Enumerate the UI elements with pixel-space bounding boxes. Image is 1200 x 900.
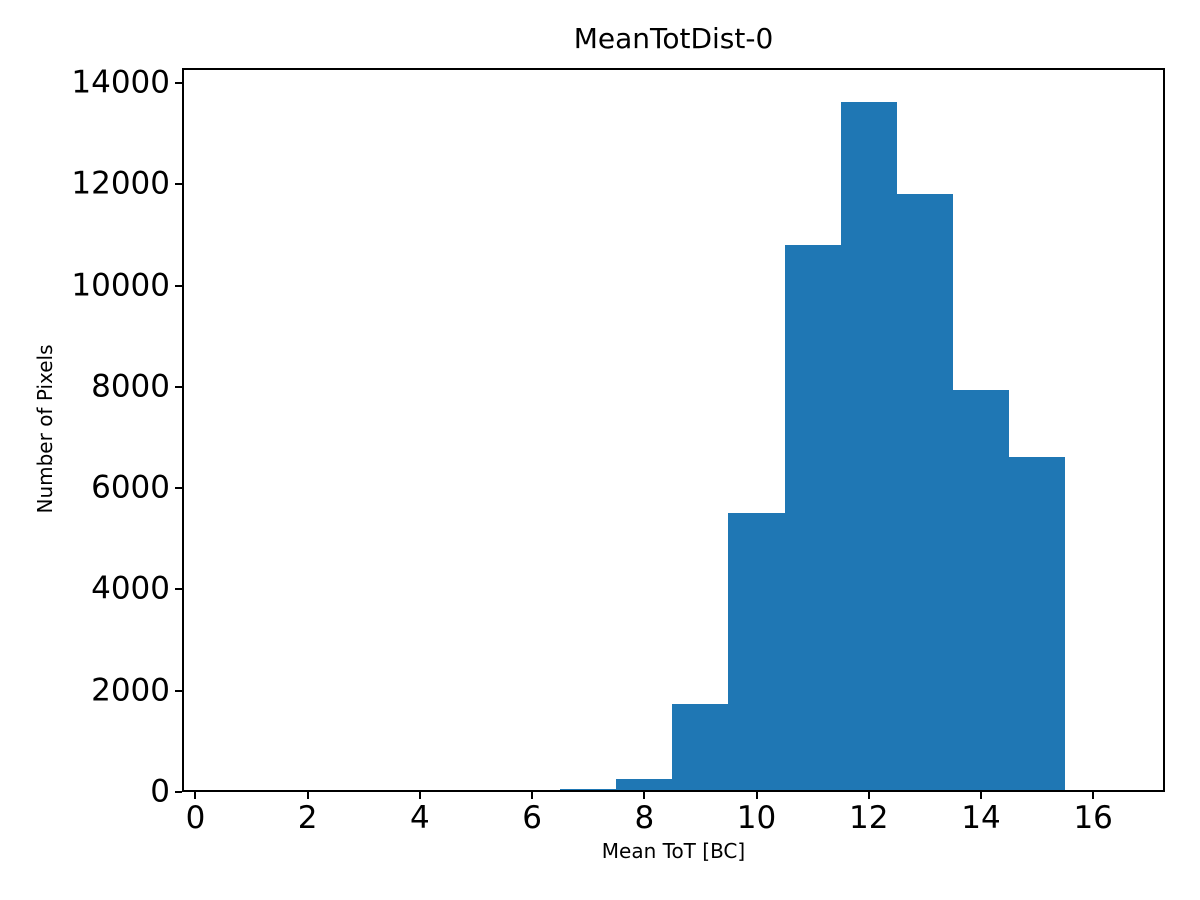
y-tick xyxy=(175,284,182,287)
histogram-bar xyxy=(616,779,673,790)
x-tick xyxy=(306,792,309,799)
x-tick-label: 14 xyxy=(961,800,1001,836)
plot-area xyxy=(182,68,1165,792)
x-tick xyxy=(979,792,982,799)
histogram-bar xyxy=(840,101,897,790)
y-tick xyxy=(175,487,182,490)
x-tick-label: 16 xyxy=(1073,800,1113,836)
x-tick xyxy=(867,792,870,799)
x-tick xyxy=(531,792,534,799)
y-tick-label: 6000 xyxy=(91,469,170,506)
x-tick-label: 0 xyxy=(185,800,206,836)
x-tick xyxy=(755,792,758,799)
histogram-bar xyxy=(952,389,1009,790)
y-tick xyxy=(175,385,182,388)
histogram-bar xyxy=(672,703,729,790)
x-tick xyxy=(643,792,646,799)
x-axis-label: Mean ToT [BC] xyxy=(601,839,746,863)
x-tick-label: 12 xyxy=(849,800,889,836)
y-tick xyxy=(175,183,182,186)
y-tick-label: 14000 xyxy=(71,64,170,101)
histogram-bar xyxy=(560,789,617,790)
histogram-bar xyxy=(1009,457,1066,790)
x-tick-label: 4 xyxy=(410,800,430,836)
y-tick-label: 0 xyxy=(150,773,170,810)
x-tick-label: 10 xyxy=(736,800,777,836)
y-tick xyxy=(175,82,182,85)
y-tick-label: 10000 xyxy=(71,267,170,304)
histogram-bar xyxy=(728,512,785,790)
histogram-bar xyxy=(896,193,953,790)
x-tick xyxy=(194,792,197,799)
y-tick-label: 2000 xyxy=(91,672,170,709)
x-tick xyxy=(418,792,421,799)
y-tick xyxy=(175,588,182,591)
histogram-bar xyxy=(784,245,841,790)
x-tick-label: 8 xyxy=(634,800,655,836)
x-tick-label: 2 xyxy=(297,800,318,836)
y-tick xyxy=(175,689,182,692)
y-tick-label: 12000 xyxy=(71,165,170,202)
chart-title: MeanTotDist-0 xyxy=(573,22,774,55)
y-tick-label: 4000 xyxy=(91,570,170,607)
x-tick xyxy=(1092,792,1095,799)
x-tick-label: 6 xyxy=(522,800,542,836)
y-tick xyxy=(175,791,182,793)
y-tick-label: 8000 xyxy=(91,368,170,405)
